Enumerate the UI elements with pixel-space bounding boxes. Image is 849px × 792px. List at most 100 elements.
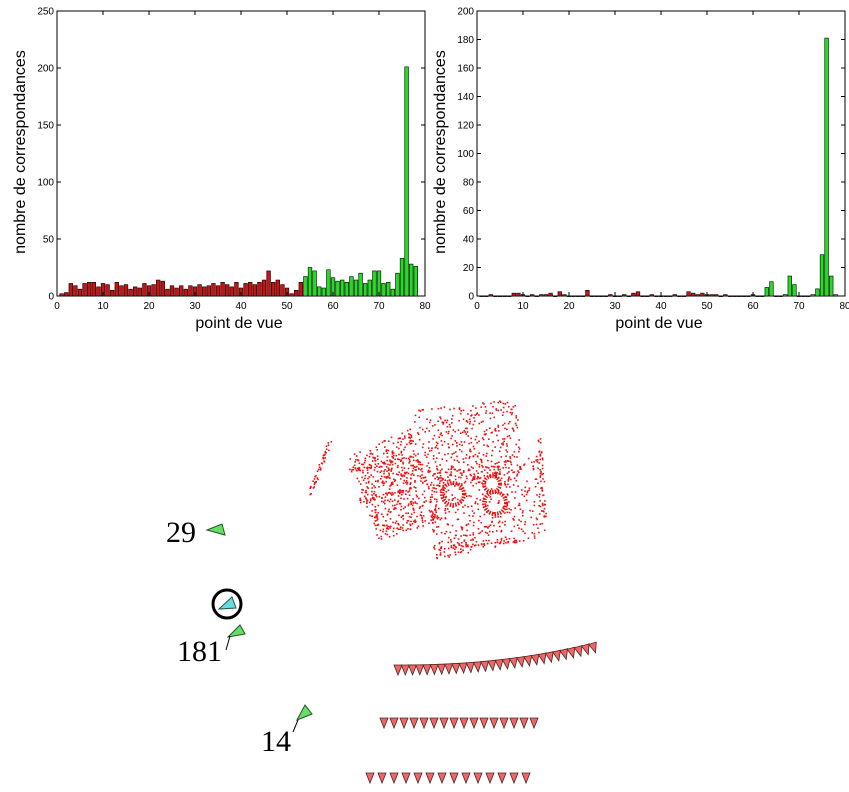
cloud-point (487, 445, 489, 448)
cloud-point (469, 455, 471, 458)
cloud-point (533, 532, 536, 535)
bar-55 (727, 295, 733, 297)
cloud-point (469, 548, 472, 551)
cloud-point (361, 476, 363, 479)
bar-15 (543, 294, 549, 297)
cloud-point (499, 541, 502, 543)
cloud-point (376, 516, 378, 519)
cloud-point (470, 415, 472, 417)
cloud-point (448, 430, 450, 433)
cloud-point (377, 479, 379, 482)
cloud-point (495, 408, 497, 410)
cloud-point (508, 507, 510, 510)
cloud-point (513, 455, 516, 458)
cloud-point (446, 419, 449, 422)
cloud-point (539, 505, 542, 508)
cloud-point (542, 494, 545, 496)
cloud-point (539, 476, 542, 478)
cloud-point (384, 440, 386, 442)
camera-marker (389, 772, 399, 785)
cloud-point (531, 532, 533, 534)
cloud-point (460, 541, 463, 544)
cloud-point (410, 436, 413, 438)
bar-11 (525, 295, 530, 297)
cloud-point (541, 467, 544, 470)
cloud-point (392, 521, 394, 524)
cloud-point (472, 478, 474, 481)
camera-icon (537, 652, 547, 665)
cloud-point (457, 508, 459, 511)
cloud-point (452, 429, 455, 431)
cloud-point (392, 530, 395, 533)
bar-78 (413, 266, 418, 297)
cloud-point (386, 533, 389, 536)
cloud-point (432, 528, 434, 531)
cloud-point (503, 542, 505, 545)
cloud-point (384, 499, 386, 502)
cloud-point (468, 457, 471, 460)
bar-26 (594, 295, 599, 297)
cloud-point (445, 505, 447, 507)
cloud-point (467, 544, 469, 546)
cloud-point (421, 505, 424, 507)
cloud-point (499, 468, 501, 471)
cloud-point (358, 480, 360, 483)
cloud-point (414, 480, 416, 482)
cloud-point (393, 527, 395, 530)
cloud-point (424, 454, 426, 457)
cloud-point (314, 475, 316, 478)
cloud-point (501, 443, 503, 445)
cloud-point (330, 441, 333, 443)
cloud-point (440, 477, 442, 479)
cloud-point (357, 468, 360, 470)
cloud-point (361, 488, 363, 491)
cloud-point (316, 477, 319, 479)
cloud-point (324, 452, 327, 454)
cloud-point (430, 510, 433, 512)
cloud-point (407, 504, 410, 507)
cloud-point (511, 412, 514, 414)
cloud-point (519, 468, 521, 470)
cloud-point (396, 484, 399, 486)
cloud-point (508, 476, 510, 479)
bar-54 (723, 294, 728, 297)
cloud-point (377, 463, 380, 465)
bar-53 (718, 295, 723, 297)
cloud-point (421, 519, 424, 522)
cloud-point (413, 520, 415, 523)
cloud-point (475, 407, 477, 409)
bar-2 (64, 292, 69, 297)
cloud-point (502, 406, 505, 409)
bar-3 (68, 283, 73, 297)
cloud-point (458, 476, 460, 479)
cloud-point (492, 441, 494, 443)
cloud-point (464, 534, 467, 537)
cloud-point (400, 497, 402, 500)
cloud-point (466, 421, 469, 423)
cloud-point (485, 433, 487, 435)
cloud-point (405, 457, 408, 460)
cloud-point (404, 471, 406, 474)
cloud-point (415, 490, 417, 492)
camera-icon (226, 624, 246, 638)
cloud-point (379, 465, 382, 468)
cloud-point (323, 461, 326, 463)
cloud-point (511, 491, 513, 493)
cloud-point (389, 477, 391, 479)
cloud-point (449, 474, 451, 476)
cloud-point (478, 466, 481, 468)
cloud-point (444, 453, 446, 456)
cloud-point (435, 498, 438, 501)
cloud-point (359, 483, 362, 485)
cloud-point (410, 477, 412, 480)
cloud-point (447, 453, 449, 455)
cloud-point (447, 547, 450, 550)
cloud-point (539, 453, 542, 456)
cloud-point (433, 487, 436, 489)
cloud-point (493, 466, 496, 468)
cloud-point (435, 444, 438, 447)
cloud-point (395, 520, 398, 523)
cloud-point (397, 458, 399, 460)
cloud-point (495, 530, 498, 532)
bar-71 (801, 295, 806, 297)
